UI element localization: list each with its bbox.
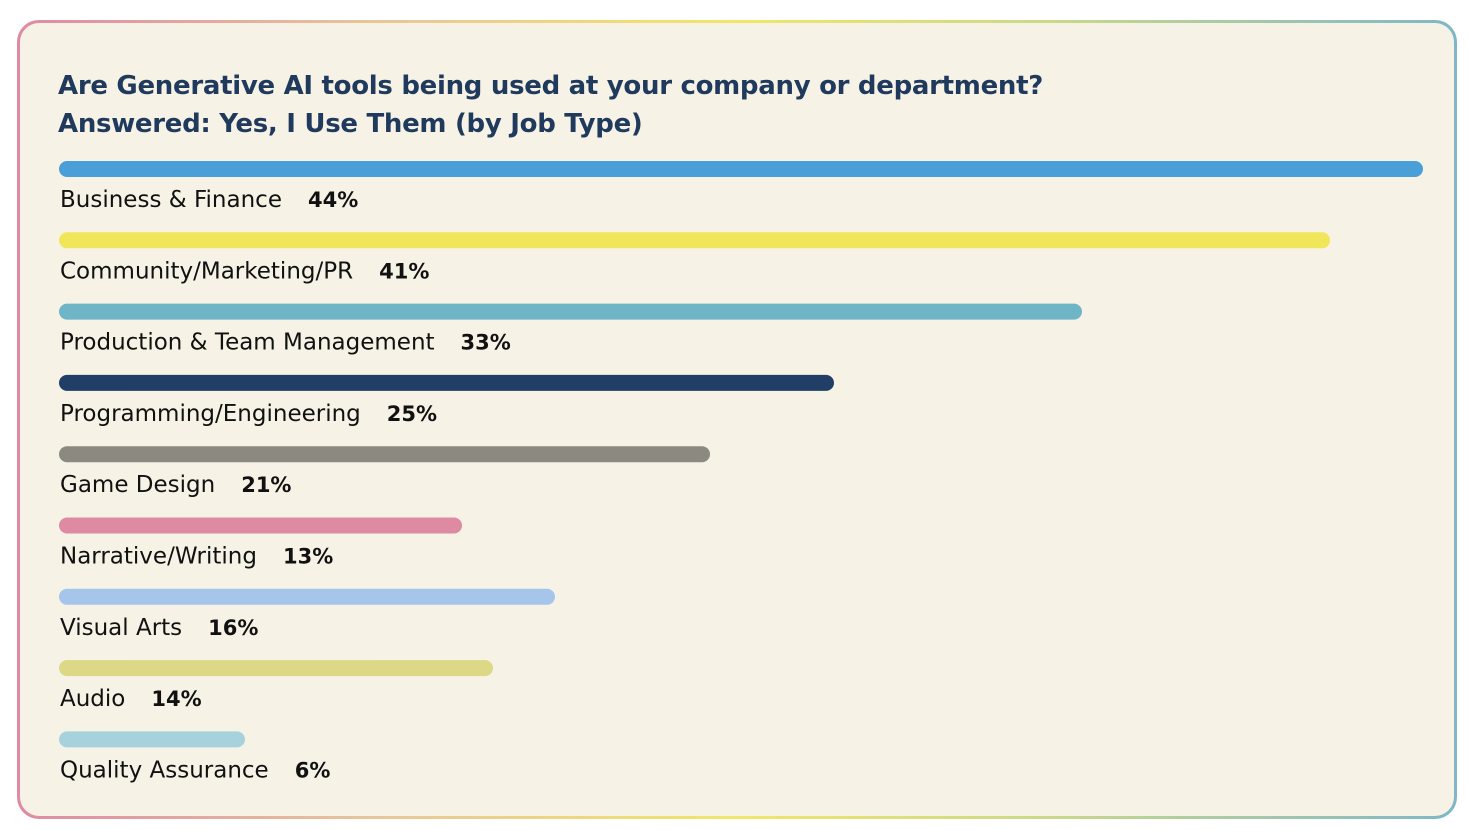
bar-6 [59, 588, 555, 605]
chart-title: Are Generative AI tools being used at yo… [58, 71, 1044, 101]
bar-4 [59, 446, 710, 463]
category-label-0: Business & Finance [60, 187, 282, 213]
value-label-1: 41% [379, 259, 429, 283]
category-label-6: Visual Arts [60, 615, 182, 641]
bar-chart: Business & Finance 44% Community/Marketing… [59, 161, 1423, 783]
bar-3 [59, 374, 834, 391]
category-label-5: Narrative/Writing [60, 544, 257, 570]
category-label-7: Audio [60, 686, 125, 712]
bar-1 [59, 232, 1330, 249]
category-label-8: Quality Assurance [60, 757, 269, 783]
category-label-2: Production & Team Management [60, 330, 435, 356]
chart-card: Are Generative AI tools being used at yo… [20, 23, 1454, 816]
value-label-6: 16% [208, 616, 258, 640]
bar-7 [59, 660, 493, 677]
card-border: Are Generative AI tools being used at yo… [17, 20, 1457, 819]
value-label-7: 14% [151, 687, 201, 711]
category-label-1: Community/Marketing/PR [60, 258, 353, 284]
bar-2 [59, 303, 1082, 320]
category-label-4: Game Design [60, 472, 215, 498]
bar-5 [59, 517, 462, 534]
bar-8 [59, 731, 245, 748]
value-label-3: 25% [387, 402, 437, 426]
value-label-4: 21% [241, 473, 291, 497]
value-label-8: 6% [295, 758, 331, 782]
value-label-5: 13% [283, 545, 333, 569]
category-label-3: Programming/Engineering [60, 401, 361, 427]
bar-0 [59, 161, 1423, 177]
value-label-0: 44% [308, 188, 358, 212]
chart-subtitle: Answered: Yes, I Use Them (by Job Type) [58, 109, 643, 139]
value-label-2: 33% [461, 331, 511, 355]
